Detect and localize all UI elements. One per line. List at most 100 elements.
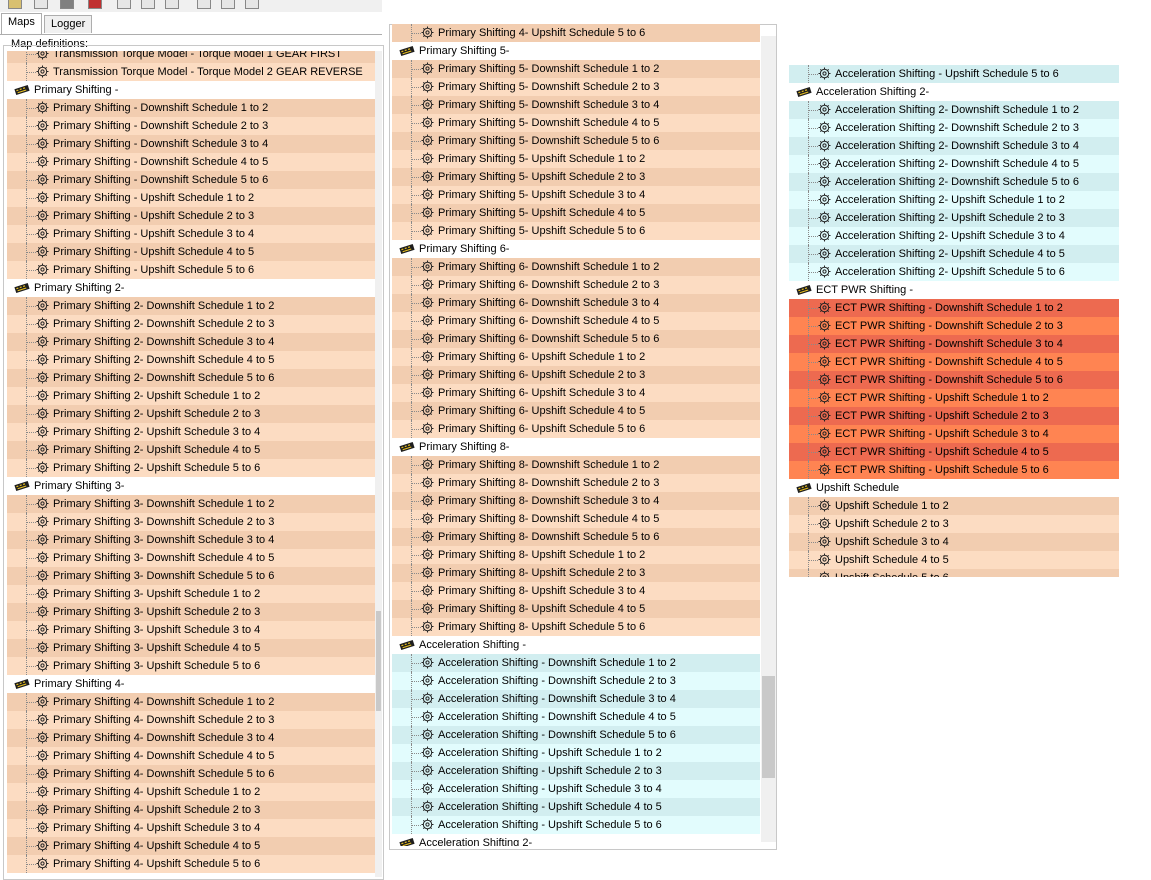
tree-map-row[interactable]: Primary Shifting 6- Downshift Schedule 1…	[392, 258, 760, 276]
left-scrollbar-thumb[interactable]	[376, 611, 381, 711]
tree-map-row[interactable]: ECT PWR Shifting - Downshift Schedule 5 …	[789, 371, 1119, 389]
save-icon[interactable]	[60, 0, 74, 9]
tree-map-row[interactable]: Primary Shifting 5- Downshift Schedule 4…	[392, 114, 760, 132]
tree-map-row[interactable]: Primary Shifting 2- Downshift Schedule 1…	[7, 297, 375, 315]
tree-map-row[interactable]: Primary Shifting - Upshift Schedule 4 to…	[7, 243, 375, 261]
layout-icon[interactable]	[245, 0, 259, 9]
tree-map-row[interactable]: Primary Shifting 6- Upshift Schedule 5 t…	[392, 420, 760, 438]
tree-map-row[interactable]: Primary Shifting 5- Upshift Schedule 5 t…	[392, 222, 760, 240]
open-icon[interactable]	[8, 0, 22, 9]
tree-map-row[interactable]: Primary Shifting 3- Upshift Schedule 1 t…	[7, 585, 375, 603]
tree-map-row[interactable]: ECT PWR Shifting - Upshift Schedule 5 to…	[789, 461, 1119, 479]
tree-map-row[interactable]: Primary Shifting - Downshift Schedule 4 …	[7, 153, 375, 171]
tree-map-row[interactable]: Primary Shifting 6- Upshift Schedule 1 t…	[392, 348, 760, 366]
tree-map-row[interactable]: ECT PWR Shifting - Upshift Schedule 2 to…	[789, 407, 1119, 425]
tree-map-row[interactable]: Primary Shifting - Upshift Schedule 2 to…	[7, 207, 375, 225]
tree-map-row[interactable]: Acceleration Shifting - Downshift Schedu…	[392, 654, 760, 672]
tab-maps[interactable]: Maps	[1, 13, 42, 34]
tree-map-row[interactable]: Transmission Torque Model - Torque Model…	[7, 51, 375, 63]
tree-map-row[interactable]: Primary Shifting 8- Upshift Schedule 4 t…	[392, 600, 760, 618]
tree-map-row[interactable]: Primary Shifting - Downshift Schedule 3 …	[7, 135, 375, 153]
tree-folder-row[interactable]: Primary Shifting 2-	[7, 279, 375, 297]
tree-folder-row[interactable]: Primary Shifting 3-	[7, 477, 375, 495]
tree-map-row[interactable]: Acceleration Shifting - Upshift Schedule…	[392, 780, 760, 798]
tree-map-row[interactable]: Acceleration Shifting - Downshift Schedu…	[392, 708, 760, 726]
tree-map-row[interactable]: Primary Shifting 2- Downshift Schedule 2…	[7, 315, 375, 333]
tree-map-row[interactable]: Acceleration Shifting - Upshift Schedule…	[392, 816, 760, 834]
tree-map-row[interactable]: Primary Shifting - Upshift Schedule 5 to…	[7, 261, 375, 279]
tree-map-row[interactable]: Acceleration Shifting 2- Downshift Sched…	[789, 155, 1119, 173]
tree-map-row[interactable]: Primary Shifting 2- Upshift Schedule 3 t…	[7, 423, 375, 441]
tree-map-row[interactable]: Primary Shifting 8- Downshift Schedule 4…	[392, 510, 760, 528]
tree-map-row[interactable]: ECT PWR Shifting - Downshift Schedule 3 …	[789, 335, 1119, 353]
tree-folder-row[interactable]: Primary Shifting 5-	[392, 42, 760, 60]
tree-map-row[interactable]: Acceleration Shifting - Downshift Schedu…	[392, 672, 760, 690]
list-icon[interactable]	[34, 0, 48, 9]
tree-map-row[interactable]: Primary Shifting 2- Upshift Schedule 4 t…	[7, 441, 375, 459]
tree-map-row[interactable]: ECT PWR Shifting - Downshift Schedule 2 …	[789, 317, 1119, 335]
tree-map-row[interactable]: Primary Shifting - Downshift Schedule 2 …	[7, 117, 375, 135]
tree-map-row[interactable]: Acceleration Shifting 2- Upshift Schedul…	[789, 209, 1119, 227]
tree-folder-row[interactable]: Primary Shifting 6-	[392, 240, 760, 258]
window-icon[interactable]	[197, 0, 211, 9]
tree-map-row[interactable]: Primary Shifting - Upshift Schedule 3 to…	[7, 225, 375, 243]
tree-map-row[interactable]: Primary Shifting 3- Downshift Schedule 5…	[7, 567, 375, 585]
tree-map-row[interactable]: Upshift Schedule 5 to 6	[789, 569, 1119, 577]
tree-map-row[interactable]: Acceleration Shifting 2- Upshift Schedul…	[789, 227, 1119, 245]
tree-map-row[interactable]: Primary Shifting 6- Downshift Schedule 2…	[392, 276, 760, 294]
tree-map-row[interactable]: Primary Shifting 4- Downshift Schedule 4…	[7, 747, 375, 765]
tree-map-row[interactable]: Upshift Schedule 2 to 3	[789, 515, 1119, 533]
tree-folder-row[interactable]: Primary Shifting 8-	[392, 438, 760, 456]
tree-map-row[interactable]: Primary Shifting 8- Downshift Schedule 5…	[392, 528, 760, 546]
tree-map-row[interactable]: ECT PWR Shifting - Downshift Schedule 1 …	[789, 299, 1119, 317]
tree-map-row[interactable]: Acceleration Shifting - Upshift Schedule…	[392, 744, 760, 762]
tree-map-row[interactable]: Primary Shifting 4- Upshift Schedule 1 t…	[7, 783, 375, 801]
tree-map-row[interactable]: Primary Shifting 2- Upshift Schedule 1 t…	[7, 387, 375, 405]
tree-map-row[interactable]: ECT PWR Shifting - Upshift Schedule 3 to…	[789, 425, 1119, 443]
tree-map-row[interactable]: Primary Shifting 4- Downshift Schedule 5…	[7, 765, 375, 783]
tree-map-row[interactable]: Acceleration Shifting 2- Downshift Sched…	[789, 119, 1119, 137]
tree-map-row[interactable]: Primary Shifting 5- Upshift Schedule 1 t…	[392, 150, 760, 168]
tree-map-row[interactable]: Primary Shifting 4- Downshift Schedule 3…	[7, 729, 375, 747]
middle-scrollbar-thumb[interactable]	[762, 676, 775, 778]
tree-map-row[interactable]: Upshift Schedule 1 to 2	[789, 497, 1119, 515]
tree-map-row[interactable]: Primary Shifting 8- Downshift Schedule 3…	[392, 492, 760, 510]
tree-folder-row[interactable]: Primary Shifting -	[7, 81, 375, 99]
tree-map-row[interactable]: Primary Shifting 4- Downshift Schedule 1…	[7, 693, 375, 711]
tree-map-row[interactable]: Primary Shifting 8- Downshift Schedule 2…	[392, 474, 760, 492]
tree-map-row[interactable]: Acceleration Shifting 2- Upshift Schedul…	[789, 191, 1119, 209]
tree-map-row[interactable]: Upshift Schedule 4 to 5	[789, 551, 1119, 569]
tree-map-row[interactable]: Primary Shifting 8- Upshift Schedule 5 t…	[392, 618, 760, 636]
tree-map-row[interactable]: ECT PWR Shifting - Upshift Schedule 4 to…	[789, 443, 1119, 461]
tree-folder-row[interactable]: Acceleration Shifting 2-	[392, 834, 760, 846]
tree-map-row[interactable]: Primary Shifting 3- Upshift Schedule 4 t…	[7, 639, 375, 657]
tree-map-row[interactable]: Acceleration Shifting 2- Upshift Schedul…	[789, 263, 1119, 281]
tree-map-row[interactable]: Primary Shifting - Downshift Schedule 1 …	[7, 99, 375, 117]
tree-map-row[interactable]: Primary Shifting 8- Upshift Schedule 3 t…	[392, 582, 760, 600]
copy-icon[interactable]	[141, 0, 155, 9]
tree-map-row[interactable]: Primary Shifting 3- Upshift Schedule 2 t…	[7, 603, 375, 621]
tree-map-row[interactable]: Acceleration Shifting 2- Downshift Sched…	[789, 101, 1119, 119]
tree-map-row[interactable]: Primary Shifting 5- Upshift Schedule 4 t…	[392, 204, 760, 222]
tree-map-row[interactable]: Primary Shifting 4- Upshift Schedule 5 t…	[392, 24, 760, 42]
tree-map-row[interactable]: Primary Shifting 2- Upshift Schedule 2 t…	[7, 405, 375, 423]
tree-map-row[interactable]: Acceleration Shifting 2- Downshift Sched…	[789, 137, 1119, 155]
tree-map-row[interactable]: Acceleration Shifting - Upshift Schedule…	[392, 798, 760, 816]
tree-map-row[interactable]: Primary Shifting 2- Downshift Schedule 4…	[7, 351, 375, 369]
tree-folder-row[interactable]: Acceleration Shifting -	[392, 636, 760, 654]
tree-map-row[interactable]: Primary Shifting 2- Downshift Schedule 5…	[7, 369, 375, 387]
tree-map-row[interactable]: Acceleration Shifting - Downshift Schedu…	[392, 726, 760, 744]
record-icon[interactable]	[88, 0, 102, 9]
tree-map-row[interactable]: Primary Shifting 6- Downshift Schedule 5…	[392, 330, 760, 348]
tree-map-row[interactable]: Primary Shifting 8- Downshift Schedule 1…	[392, 456, 760, 474]
tree-folder-row[interactable]: Primary Shifting 4-	[7, 675, 375, 693]
tree-map-row[interactable]: Primary Shifting 6- Upshift Schedule 2 t…	[392, 366, 760, 384]
tree-map-row[interactable]: Primary Shifting 2- Upshift Schedule 5 t…	[7, 459, 375, 477]
tree-map-row[interactable]: Primary Shifting 4- Downshift Schedule 2…	[7, 711, 375, 729]
cut-icon[interactable]	[117, 0, 131, 9]
tree-map-row[interactable]: Primary Shifting - Upshift Schedule 1 to…	[7, 189, 375, 207]
tree-folder-row[interactable]: Acceleration Shifting 2-	[789, 83, 1119, 101]
tree-map-row[interactable]: Transmission Torque Model - Torque Model…	[7, 63, 375, 81]
tree-map-row[interactable]: Primary Shifting 3- Downshift Schedule 4…	[7, 549, 375, 567]
tree-map-row[interactable]: Primary Shifting 5- Upshift Schedule 3 t…	[392, 186, 760, 204]
